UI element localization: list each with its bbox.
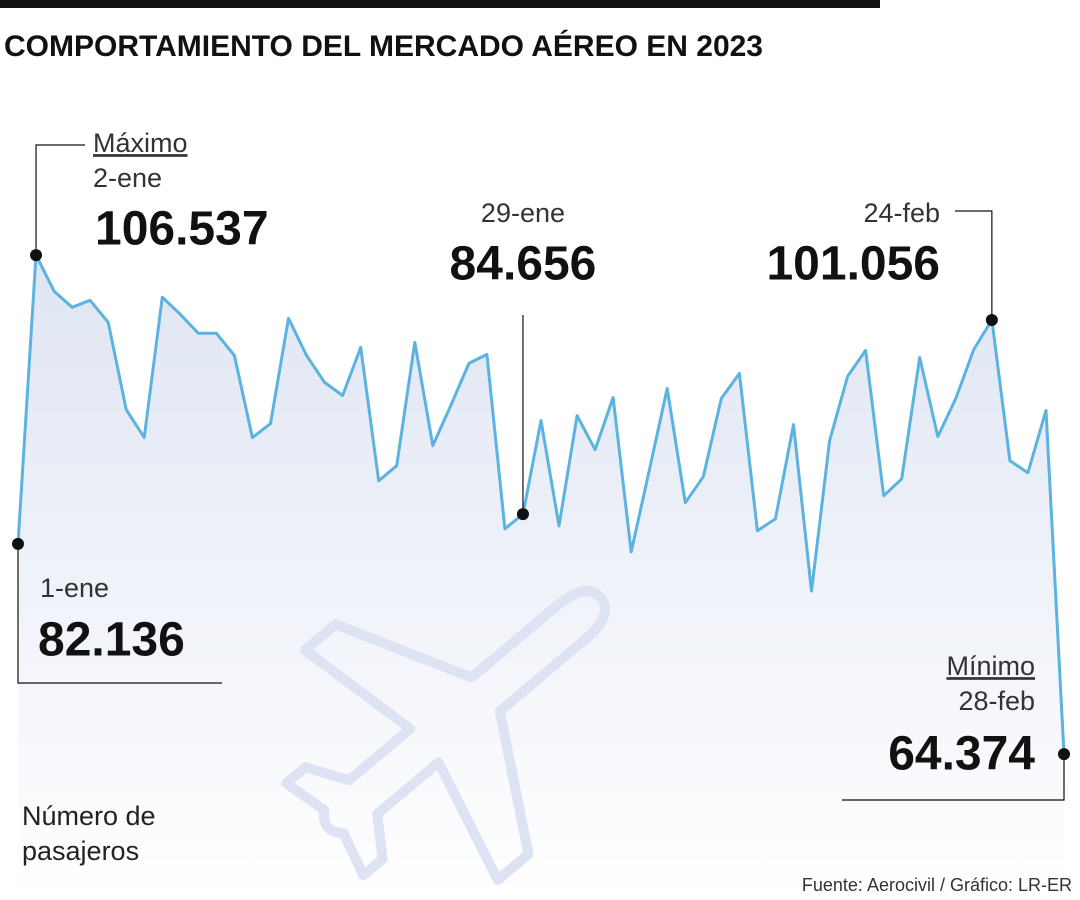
- date-label: 2-ene: [93, 163, 162, 193]
- value-label: 84.656: [450, 238, 597, 291]
- leader-line: [17, 543, 222, 684]
- date-label: 28-feb: [958, 686, 1035, 716]
- leader-line: [955, 210, 993, 321]
- value-label: 82.136: [38, 614, 185, 667]
- y-axis-label: pasajeros: [22, 836, 139, 866]
- line: [16, 253, 1066, 755]
- date-label: 29-ene: [481, 198, 565, 228]
- point-marker: [985, 314, 998, 327]
- plane-icon: [281, 586, 610, 885]
- value-label: 101.056: [766, 238, 940, 291]
- source: Fuente: Aerocivil / Gráfico: LR-ER: [802, 875, 1072, 895]
- date-label: 24-feb: [863, 198, 940, 228]
- value-label: 64.374: [888, 728, 1035, 781]
- point-marker: [30, 249, 43, 262]
- area: [18, 255, 1064, 900]
- date-label: 1-ene: [40, 573, 109, 603]
- point-marker: [12, 537, 24, 550]
- top-bar: [0, 0, 880, 8]
- point-marker: [516, 508, 529, 521]
- chart-title: COMPORTAMIENTO DEL MERCADO AÉREO EN 2023: [4, 29, 763, 63]
- annotation-heading: Máximo: [93, 128, 188, 158]
- y-axis-label: Número de: [22, 801, 156, 831]
- annotation-heading: Mínimo: [946, 651, 1035, 681]
- leader-line: [35, 144, 85, 256]
- leader-line: [842, 754, 1065, 801]
- point-marker: [1058, 748, 1070, 761]
- value-label: 106.537: [95, 203, 269, 256]
